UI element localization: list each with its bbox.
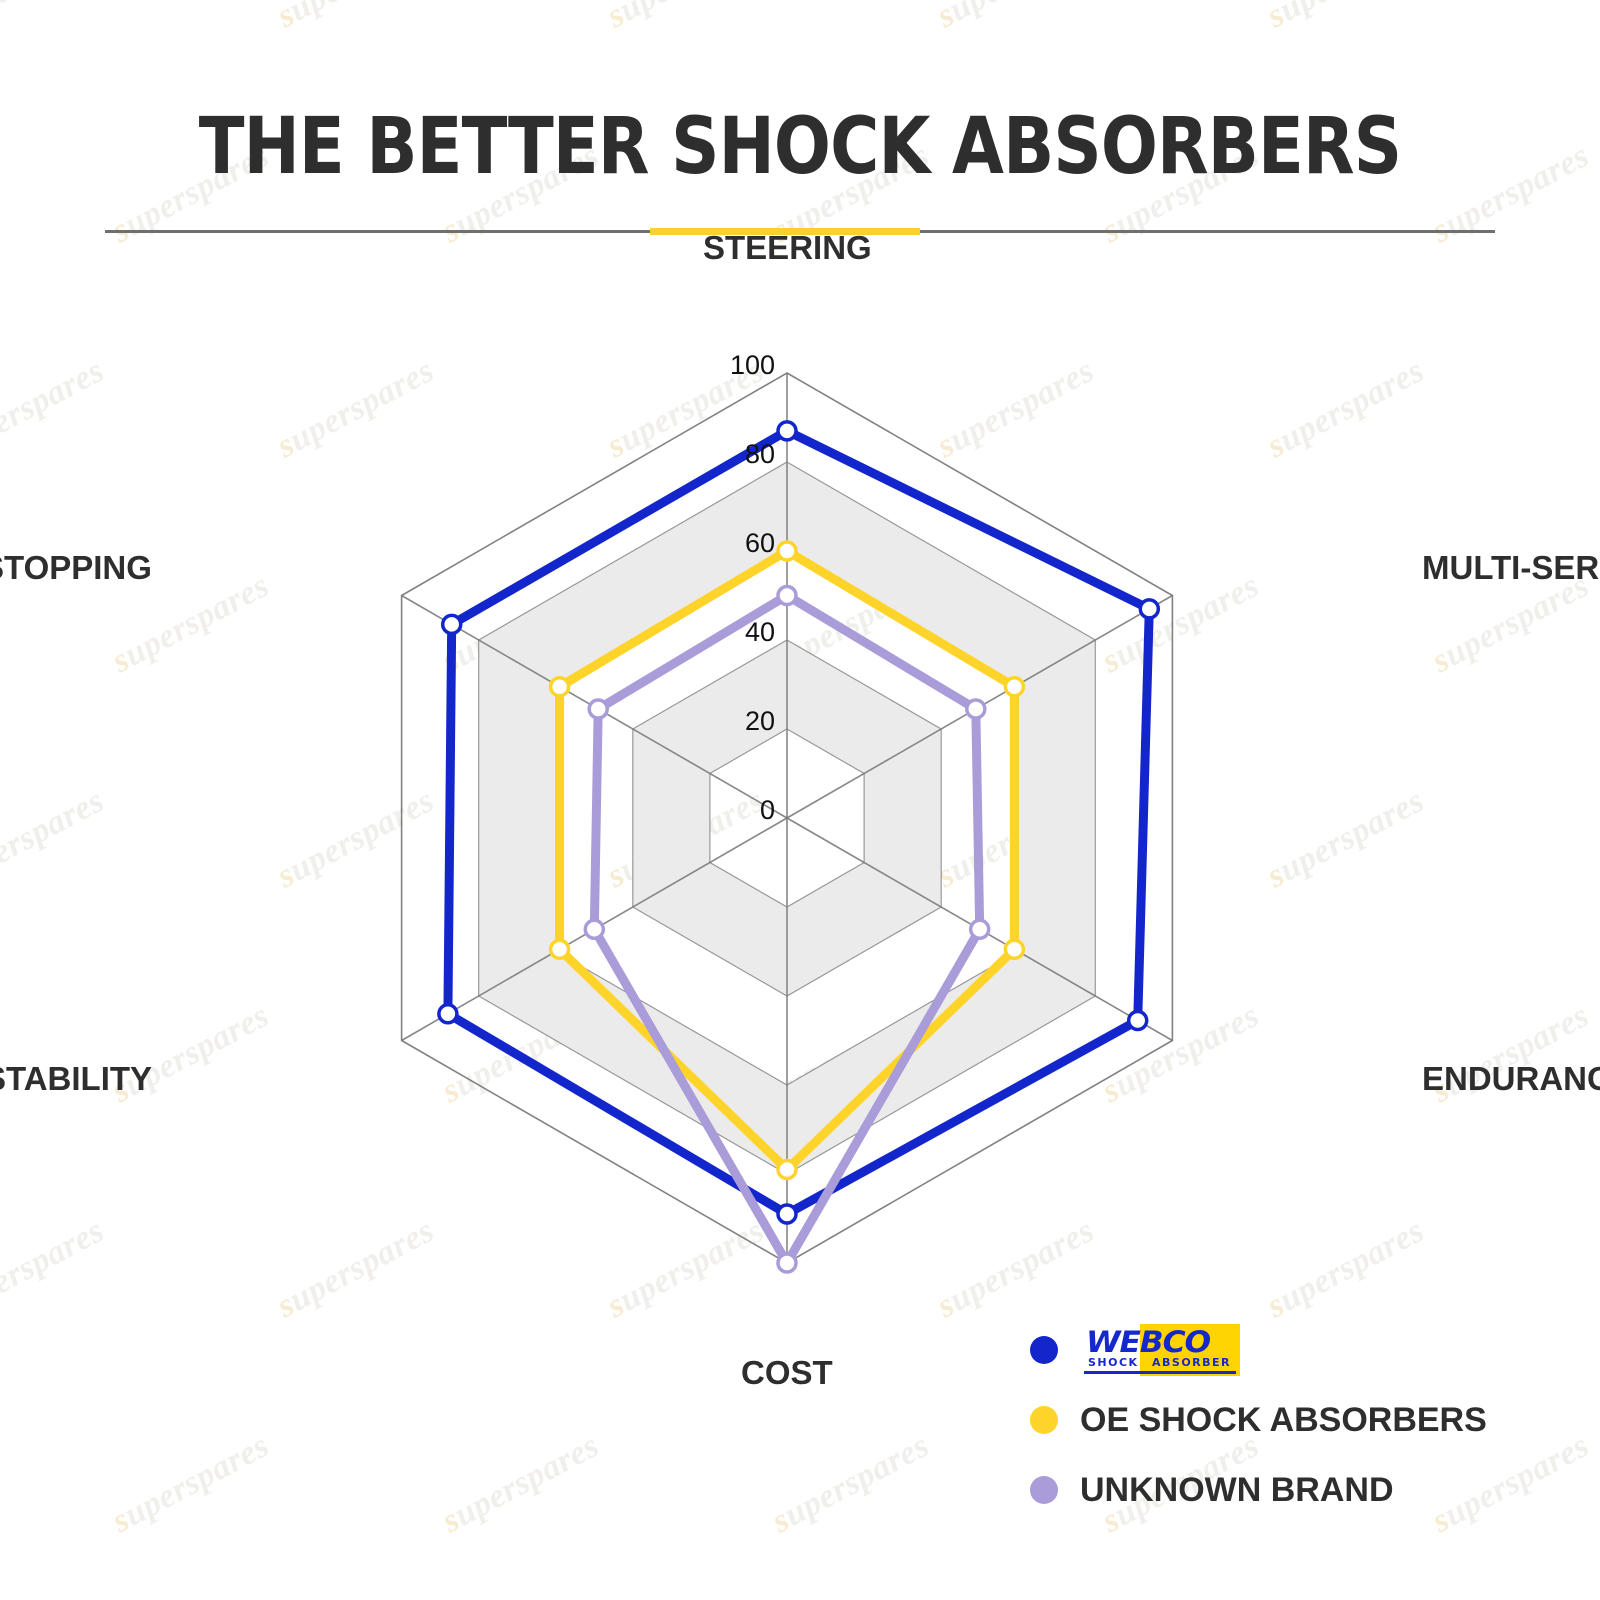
page-title: THE BETTER SHOCK ABSORBERS [198,102,1402,192]
radial-tick-100: 100 [730,350,776,380]
radar-point-unknown-brand-stability [583,918,606,941]
radar-point-oe-shock-absorbers-multi-series [1003,675,1026,698]
legend-label-unknown: UNKNOWN BRAND [1080,1470,1394,1509]
radar-point-webco-cost [776,1203,798,1225]
legend-swatch-webco [1030,1336,1058,1364]
axis-label-stability: STABILITY [0,1060,153,1097]
radar-point-unknown-brand-endurance [968,918,991,941]
radial-tick-60: 60 [745,528,776,558]
radar-point-oe-shock-absorbers-stopping [548,675,571,698]
axis-label-steering: STEERING [703,229,872,266]
radar-point-unknown-brand-cost [776,1252,798,1274]
webco-logo-wordmark: WEBCO [1086,1325,1211,1359]
legend-label-oe: OE SHOCK ABSORBERS [1080,1400,1487,1439]
radial-tick-20: 20 [745,706,776,736]
radial-tick-80: 80 [745,439,776,469]
radar-marker-group [437,420,1161,1274]
legend-swatch-oe [1030,1406,1058,1434]
radar-point-oe-shock-absorbers-steering [776,540,798,562]
axis-label-endurance: ENDURANCE [1422,1060,1600,1097]
radar-point-webco-stability [437,1003,459,1025]
radar-point-webco-stopping [440,613,463,636]
axis-label-cost: COST [741,1354,833,1391]
radar-point-webco-multi-series [1138,598,1161,620]
radar-point-unknown-brand-steering [776,584,798,607]
radar-point-oe-shock-absorbers-endurance [1003,938,1026,961]
radar-band [632,640,942,996]
radar-point-unknown-brand-stopping [587,698,609,720]
axis-label-stopping: STOPPING [0,549,152,586]
radar-point-unknown-brand-multi-series [965,698,987,720]
axis-label-multi-series: MULTI-SERIES [1422,549,1600,586]
radar-point-oe-shock-absorbers-stability [548,938,571,961]
webco-logo: WEBCO SHOCK ABSORBER [1080,1324,1240,1376]
legend-item-oe[interactable]: OE SHOCK ABSORBERS [1030,1390,1487,1450]
webco-logo-sub-shock: SHOCK [1088,1356,1139,1369]
radar-point-webco-endurance [1126,1009,1149,1032]
radar-point-webco-steering [776,420,798,442]
title-divider-accent [650,228,920,235]
radial-tick-40: 40 [745,617,776,647]
legend-swatch-unknown [1030,1476,1058,1504]
webco-logo-sub-absorber: ABSORBER [1152,1356,1232,1369]
title-block: THE BETTER SHOCK ABSORBERS [0,108,1600,186]
chart-legend: WEBCO SHOCK ABSORBER OE SHOCK ABSORBERS … [1030,1320,1487,1530]
radial-tick-0: 0 [760,795,776,825]
legend-item-webco[interactable]: WEBCO SHOCK ABSORBER [1030,1320,1487,1380]
webco-logo-yellow-panel [1140,1324,1240,1376]
legend-item-unknown[interactable]: UNKNOWN BRAND [1030,1460,1487,1520]
radar-point-oe-shock-absorbers-cost [776,1158,798,1181]
webco-logo-underline [1084,1371,1236,1374]
